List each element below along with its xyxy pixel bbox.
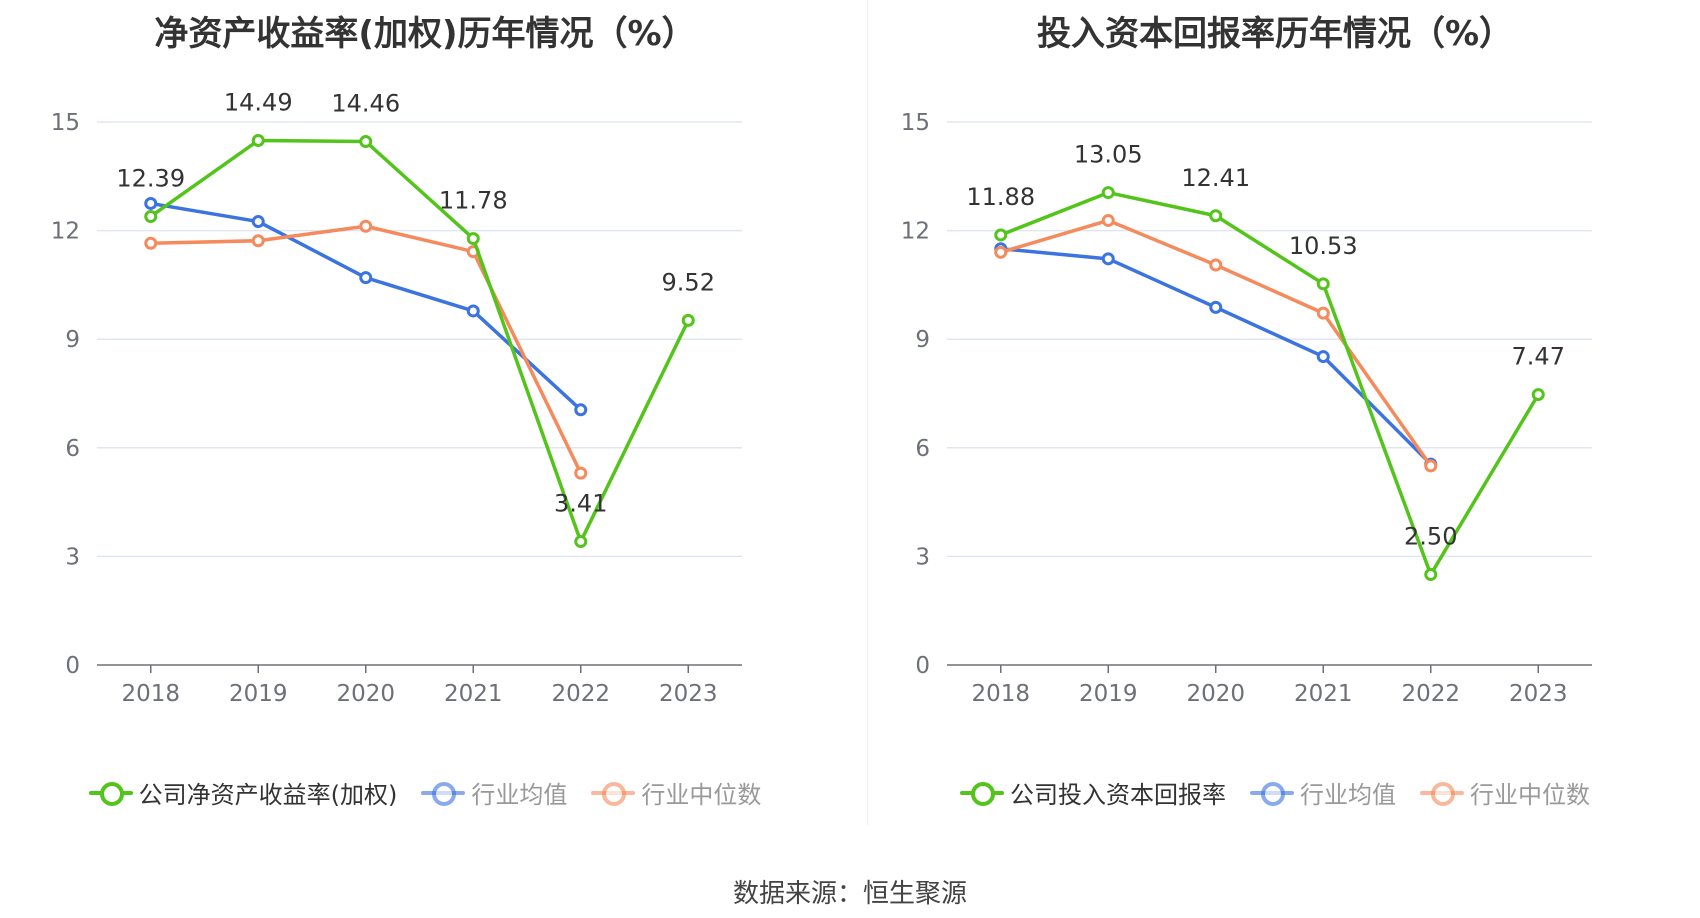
x-tick-label: 2022 [1401, 681, 1460, 707]
data-label: 7.47 [1512, 343, 1565, 371]
data-point[interactable] [251, 215, 265, 229]
data-label: 9.52 [662, 268, 715, 296]
chart-legend: 公司净资产收益率(加权) 行业均值 行业中位数 [0, 775, 850, 810]
x-tick-label: 2018 [121, 681, 180, 707]
y-tick-label: 0 [65, 653, 80, 679]
data-point[interactable] [359, 271, 373, 285]
y-tick-label: 15 [901, 110, 930, 136]
data-point[interactable] [251, 133, 265, 147]
data-point[interactable] [574, 535, 588, 549]
chart-legend: 公司投入资本回报率 行业均值 行业中位数 [850, 775, 1700, 810]
series-line [1000, 246, 1432, 466]
legend-line-icon [960, 780, 1004, 806]
data-point[interactable] [994, 228, 1008, 242]
y-tick-label: 15 [51, 110, 80, 136]
data-point[interactable] [1424, 459, 1438, 473]
y-tick-label: 12 [51, 219, 80, 245]
x-tick-label: 2021 [444, 681, 503, 707]
legend-label: 行业均值 [471, 781, 568, 809]
x-tick-label: 2023 [1509, 681, 1568, 707]
data-point[interactable] [574, 403, 588, 417]
legend-label: 公司净资产收益率(加权) [138, 781, 398, 809]
legend-line-icon [421, 780, 466, 806]
legend-label: 公司投入资本回报率 [1010, 781, 1226, 809]
legend-label: 行业中位数 [1470, 781, 1590, 809]
legend-item-industry-median[interactable]: 行业中位数 [591, 775, 761, 810]
legend-line-icon [88, 780, 133, 806]
data-point[interactable] [144, 196, 158, 210]
x-tick-label: 2021 [1294, 681, 1353, 707]
x-tick-label: 2022 [551, 681, 610, 707]
x-tick-label: 2020 [1186, 681, 1245, 707]
data-label: 14.49 [224, 88, 293, 116]
y-tick-label: 3 [915, 544, 930, 570]
y-tick-label: 6 [915, 436, 930, 462]
x-tick-label: 2019 [229, 681, 288, 707]
data-point[interactable] [1101, 186, 1115, 200]
data-label: 11.88 [966, 183, 1035, 211]
data-point[interactable] [144, 236, 158, 250]
data-label: 11.78 [439, 187, 508, 215]
data-point[interactable] [359, 219, 373, 233]
data-point[interactable] [1209, 258, 1223, 272]
data-point[interactable] [466, 232, 480, 246]
data-point[interactable] [681, 313, 695, 327]
legend-item-company[interactable]: 公司净资产收益率(加权) [88, 775, 398, 810]
series-line [1000, 190, 1540, 577]
legend-line-icon [1420, 780, 1464, 806]
x-tick-label: 2023 [659, 681, 718, 707]
legend-line-icon [1250, 780, 1294, 806]
legend-label: 行业中位数 [641, 781, 762, 809]
data-label: 2.50 [1404, 523, 1457, 551]
chart-panel-roe: 净资产收益率(加权)历年情况（%） 0 3 6 9 12 15 2018 2019 2020 20… [0, 0, 850, 830]
y-tick-label: 6 [65, 436, 80, 462]
legend-item-industry-median[interactable]: 行业中位数 [1420, 775, 1590, 810]
data-point[interactable] [994, 245, 1008, 259]
data-point[interactable] [1531, 388, 1545, 402]
y-tick-label: 12 [901, 219, 930, 245]
data-label: 3.41 [554, 490, 607, 518]
chart-panel-roic: 投入资本回报率历年情况（%） 0 3 6 9 12 15 2018 2019 2020 2021 2… [850, 0, 1700, 830]
chart-plot: 0 3 6 9 12 15 2018 2019 2020 2021 2022 2023 11.88 13.… [901, 110, 1592, 707]
data-point[interactable] [251, 234, 265, 248]
data-point[interactable] [144, 209, 158, 223]
data-label: 14.46 [331, 90, 400, 118]
y-tick-label: 9 [915, 327, 930, 353]
legend-item-industry-average[interactable]: 行业均值 [421, 775, 567, 810]
series-line [149, 138, 690, 544]
series-line [150, 201, 582, 412]
x-tick-label: 2019 [1079, 681, 1138, 707]
data-point[interactable] [1101, 252, 1115, 266]
data-label: 10.53 [1289, 232, 1358, 260]
chart-title: 净资产收益率(加权)历年情况（%） [154, 14, 696, 54]
legend-line-icon [591, 780, 636, 806]
data-point[interactable] [1101, 213, 1115, 227]
data-point[interactable] [1316, 277, 1330, 291]
data-point[interactable] [1316, 306, 1330, 320]
x-tick-label: 2020 [336, 681, 395, 707]
panel-divider [867, 0, 868, 825]
legend-item-company[interactable]: 公司投入资本回报率 [960, 775, 1226, 810]
data-label: 12.39 [116, 164, 185, 192]
data-point[interactable] [1209, 300, 1223, 314]
data-point[interactable] [466, 304, 480, 318]
data-point[interactable] [574, 466, 588, 480]
x-tick-label: 2018 [971, 681, 1030, 707]
chart-plot: 0 3 6 9 12 15 2018 2019 2020 2021 2022 2023 12.39 14.… [51, 88, 742, 707]
data-point[interactable] [1209, 209, 1223, 223]
y-tick-label: 0 [915, 653, 930, 679]
y-tick-label: 9 [65, 327, 80, 353]
legend-item-industry-average[interactable]: 行业均值 [1250, 775, 1396, 810]
chart-title: 投入资本回报率历年情况（%） [1036, 14, 1514, 54]
data-point[interactable] [359, 135, 373, 149]
data-label: 12.41 [1181, 164, 1250, 192]
data-point[interactable] [1424, 568, 1438, 581]
data-point[interactable] [1316, 350, 1330, 364]
data-source-note: 数据来源：恒生聚源 [732, 879, 967, 909]
y-tick-label: 3 [65, 544, 80, 570]
legend-label: 行业均值 [1300, 781, 1396, 809]
data-label: 13.05 [1074, 141, 1143, 169]
series-line [1000, 218, 1433, 467]
